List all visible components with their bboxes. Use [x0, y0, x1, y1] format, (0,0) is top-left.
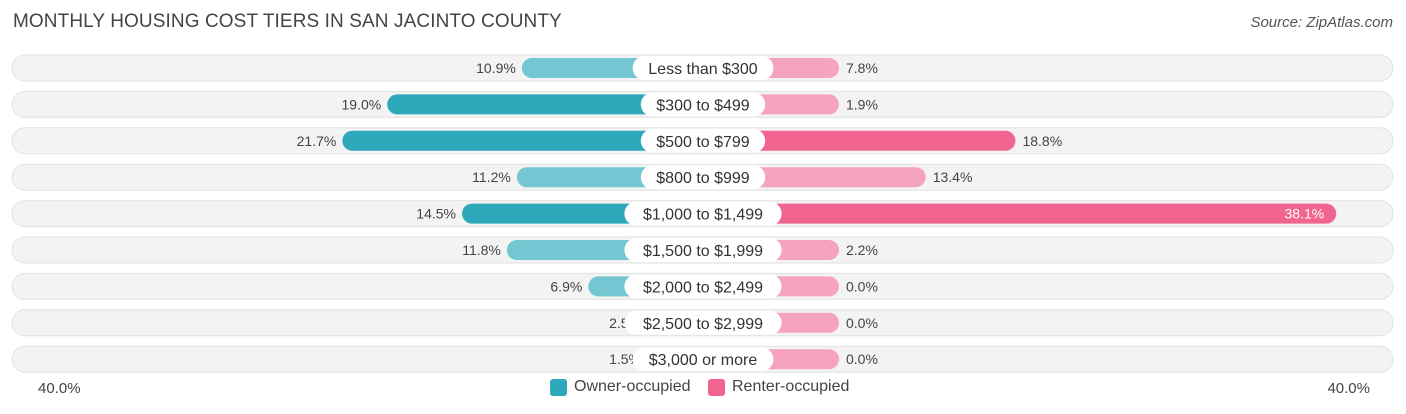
owner-value-label: 11.2%: [472, 169, 511, 185]
legend-item-owner: Owner-occupied: [550, 378, 691, 396]
legend-label-renter: Renter-occupied: [732, 378, 850, 395]
renter-value-label: 38.1%: [1285, 206, 1325, 222]
renter-value-label: 0.0%: [846, 278, 878, 294]
category-pill: [624, 310, 782, 335]
category-label: $1,000 to $1,499: [643, 207, 763, 224]
renter-value-label: 2.2%: [846, 242, 878, 258]
renter-value-label: 18.8%: [1022, 133, 1062, 149]
category-label: $800 to $999: [656, 170, 750, 187]
category-pill: [632, 56, 774, 80]
renter-value-label: 7.8%: [846, 60, 878, 76]
legend: Owner-occupied Renter-occupied: [0, 378, 1406, 400]
category-pill: [640, 165, 766, 190]
category-label: $3,000 or more: [649, 352, 758, 369]
axis-left-label: 40.0%: [38, 380, 81, 397]
owner-value-label: 21.7%: [297, 133, 337, 149]
renter-value-label: 1.9%: [846, 96, 878, 112]
category-pill: [632, 347, 774, 372]
owner-bar: [342, 130, 703, 151]
chart-title: MONTHLY HOUSING COST TIERS IN SAN JACINT…: [13, 11, 562, 32]
category-label: $500 to $799: [656, 134, 750, 151]
category-pill: [640, 92, 766, 117]
category-pill: [624, 274, 782, 299]
category-pill: [640, 128, 766, 153]
category-label: Less than $300: [648, 61, 758, 78]
owner-value-label: 10.9%: [476, 60, 516, 76]
legend-item-renter: Renter-occupied: [708, 378, 849, 396]
renter-value-label: 0.0%: [846, 351, 878, 367]
category-label: $2,000 to $2,499: [643, 279, 763, 296]
chart-source: Source: ZipAtlas.com: [1250, 14, 1393, 31]
category-label: $2,500 to $2,999: [643, 316, 763, 333]
diverging-bar-chart: 10.9% 7.8% Less than $300 19.0% 1.9% $300 to …: [11, 54, 1394, 373]
category-pill: [624, 201, 782, 226]
renter-value-label: 0.0%: [846, 315, 878, 331]
renter-bar: [703, 203, 1337, 224]
category-label: $1,500 to $1,999: [643, 243, 763, 260]
axis-right-label: 40.0%: [1327, 380, 1370, 397]
owner-value-label: 19.0%: [342, 96, 382, 112]
owner-value-label: 11.8%: [462, 242, 501, 258]
renter-value-label: 13.4%: [933, 169, 973, 185]
owner-value-label: 1.5%: [609, 351, 641, 367]
owner-value-label: 14.5%: [416, 206, 456, 222]
category-pill: [624, 238, 782, 262]
renter-bar: [703, 130, 1016, 151]
owner-bar: [387, 94, 703, 115]
legend-swatch-renter: [708, 378, 725, 396]
category-label: $300 to $499: [656, 97, 750, 114]
legend-swatch-owner: [550, 378, 567, 396]
owner-value-label: 6.9%: [550, 278, 582, 294]
legend-label-owner: Owner-occupied: [574, 378, 691, 395]
